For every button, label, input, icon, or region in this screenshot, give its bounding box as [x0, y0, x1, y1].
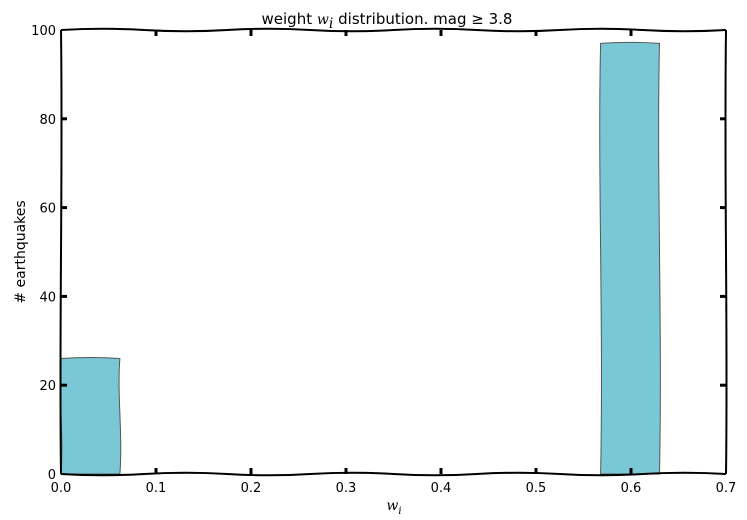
frame-left — [59, 29, 63, 475]
x-axis-label: wi — [386, 498, 401, 517]
x-tick-label-6: 0.6 — [621, 481, 642, 496]
bar-1 — [599, 41, 661, 475]
title-prefix: weight — [262, 10, 313, 28]
x-tick-label-0: 0.0 — [51, 481, 72, 496]
title-symbol: ≥ — [471, 10, 484, 28]
ticks-layer: 0.0 0.1 0.2 0.3 0.4 0.5 0.6 0.7 0 20 40 60 80 100 — [31, 24, 736, 496]
frame-top — [60, 27, 727, 33]
x-tick-label-3: 0.3 — [336, 481, 357, 496]
chart-title: weight wi distribution. mag ≥ 3.8 — [262, 10, 513, 32]
y-tick-label-1: 20 — [39, 379, 56, 394]
title-suffix: distribution. mag — [338, 10, 466, 28]
bars-layer — [59, 41, 661, 475]
y-axis-label: # earthquakes — [13, 200, 29, 303]
xlabel-sub: i — [398, 506, 401, 517]
title-value: 3.8 — [489, 10, 513, 28]
plot-frame — [59, 27, 728, 477]
frame-bottom — [60, 471, 727, 477]
x-tick-label-7: 0.7 — [716, 481, 737, 496]
y-tick-label-5: 100 — [31, 24, 56, 39]
x-tick-label-4: 0.4 — [431, 481, 452, 496]
y-tick-label-0: 0 — [48, 468, 56, 483]
y-tick-label-2: 40 — [39, 290, 56, 305]
y-tick-label-4: 80 — [39, 113, 56, 128]
x-tick-label-1: 0.1 — [146, 481, 167, 496]
frame-right — [724, 29, 728, 475]
x-tick-label-2: 0.2 — [241, 481, 262, 496]
title-var: w — [317, 12, 329, 28]
x-tick-label-5: 0.5 — [526, 481, 547, 496]
title-sub: i — [329, 16, 333, 32]
xlabel-var: w — [386, 498, 398, 514]
bar-0 — [59, 357, 122, 475]
y-tick-label-3: 60 — [39, 202, 56, 217]
